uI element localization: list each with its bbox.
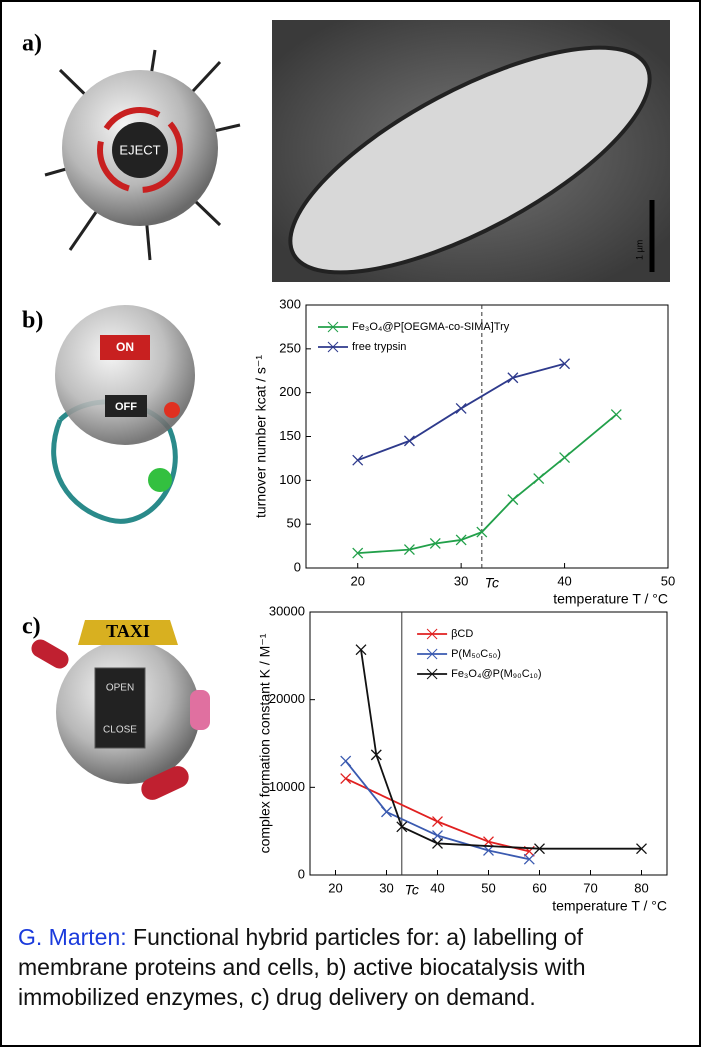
marker [508, 373, 518, 383]
marker [353, 455, 363, 465]
series-line [358, 415, 617, 554]
y-axis-label: complex formation constant K / M⁻¹ [257, 633, 273, 853]
y-tick-label: 50 [287, 516, 301, 531]
door-label: CLOSE [103, 725, 137, 736]
y-tick-label: 30000 [269, 603, 305, 618]
y-tick-label: 150 [279, 428, 301, 443]
door-label: OPEN [106, 683, 134, 694]
caption-author: G. Marten: [18, 924, 127, 950]
switch-label: ON [116, 340, 134, 354]
switch-label: OFF [115, 401, 137, 413]
pill [190, 690, 210, 730]
panel-label: a) [22, 31, 42, 57]
marker [382, 807, 392, 817]
particle [55, 305, 195, 445]
legend-label: Fe₃O₄@P(M₉₀C₁₀) [451, 668, 542, 680]
y-tick-label: 300 [279, 296, 301, 311]
y-axis-label: turnover number kcat / s⁻¹ [253, 355, 269, 518]
pill [28, 636, 72, 672]
marker [456, 403, 466, 413]
x-tick-label: 40 [430, 880, 444, 895]
marker [341, 756, 351, 766]
legend-label: βCD [451, 628, 473, 640]
x-tick-label: 60 [532, 880, 546, 895]
marker [341, 774, 351, 784]
x-tick-label: 80 [634, 880, 648, 895]
y-tick-label: 100 [279, 472, 301, 487]
figure: a) b) c) EJECT 1 µm ON OFF TAXI OPEN CLO… [0, 0, 702, 1048]
x-tick-label: 40 [557, 573, 571, 588]
x-tick-label: 70 [583, 880, 597, 895]
marker [560, 359, 570, 369]
x-tick-label: 50 [661, 573, 675, 588]
marker [404, 436, 414, 446]
legend-label: Fe₃O₄@P[OEGMA-co-SIMA]Try [352, 321, 510, 333]
y-tick-label: 200 [279, 384, 301, 399]
y-tick-label: 0 [294, 559, 301, 574]
y-tick-label: 250 [279, 340, 301, 355]
x-tick-label: 50 [481, 880, 495, 895]
taxi-label: TAXI [106, 621, 150, 641]
reference-label: Tc [405, 882, 419, 898]
panel-label: c) [22, 614, 41, 640]
reference-label: Tc [485, 575, 499, 591]
scale-bar-label: 1 µm [634, 240, 644, 260]
y-tick-label: 0 [298, 866, 305, 881]
button-label: EJECT [119, 142, 160, 157]
marker [534, 474, 544, 484]
marker [433, 817, 443, 827]
marker [560, 453, 570, 463]
x-axis-label: temperature T / °C [553, 591, 668, 607]
legend-label: P(M₅₀C₅₀) [451, 648, 501, 660]
marker [508, 495, 518, 505]
marker [477, 527, 487, 537]
x-axis-label: temperature T / °C [552, 898, 667, 914]
legend-label: free trypsin [352, 341, 406, 353]
x-tick-label: 30 [454, 573, 468, 588]
substrate [148, 468, 172, 492]
series-line [358, 364, 565, 460]
marker [611, 410, 621, 420]
caption: G. Marten: Functional hybrid particles f… [18, 922, 694, 1012]
x-tick-label: 30 [379, 880, 393, 895]
panel-label: b) [22, 308, 43, 334]
x-tick-label: 20 [328, 880, 342, 895]
x-tick-label: 20 [350, 573, 364, 588]
door [95, 668, 145, 748]
y-tick-label: 10000 [269, 779, 305, 794]
figure-graphics: a) b) c) EJECT 1 µm ON OFF TAXI OPEN CLO… [0, 0, 702, 1048]
series-line [346, 779, 530, 852]
y-tick-label: 20000 [269, 691, 305, 706]
substrate [164, 402, 180, 418]
